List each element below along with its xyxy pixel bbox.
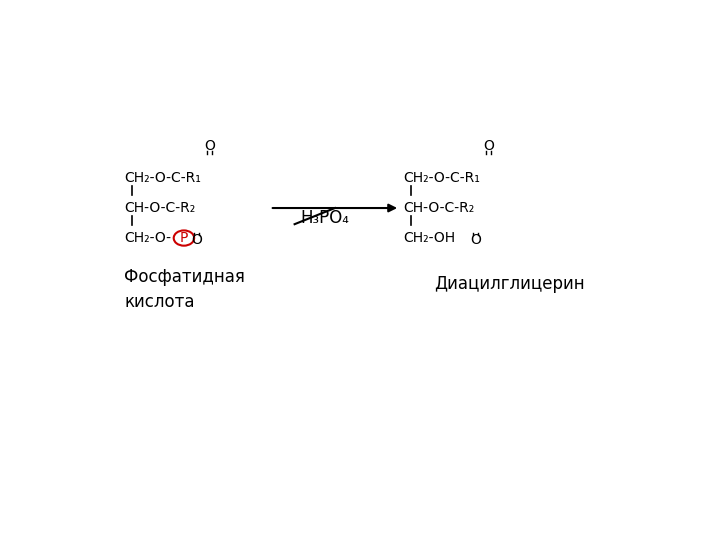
Text: CH-O-C-R₂: CH-O-C-R₂: [124, 201, 195, 215]
Text: Диацилглицерин: Диацилглицерин: [434, 275, 585, 293]
Text: CH₂-O-C-R₁: CH₂-O-C-R₁: [124, 171, 201, 185]
Text: Фосфатидная: Фосфатидная: [124, 268, 245, 286]
Text: CH-O-C-R₂: CH-O-C-R₂: [403, 201, 474, 215]
Text: O: O: [192, 233, 202, 247]
Text: CH₂-OH: CH₂-OH: [403, 231, 455, 245]
Text: O: O: [204, 139, 215, 153]
Text: H₃PO₄: H₃PO₄: [301, 208, 350, 226]
Text: CH₂-O-: CH₂-O-: [124, 231, 171, 245]
Text: CH₂-O-C-R₁: CH₂-O-C-R₁: [403, 171, 480, 185]
Text: кислота: кислота: [124, 293, 194, 310]
Text: P: P: [180, 231, 188, 245]
Text: O: O: [483, 139, 494, 153]
Text: O: O: [470, 233, 481, 247]
